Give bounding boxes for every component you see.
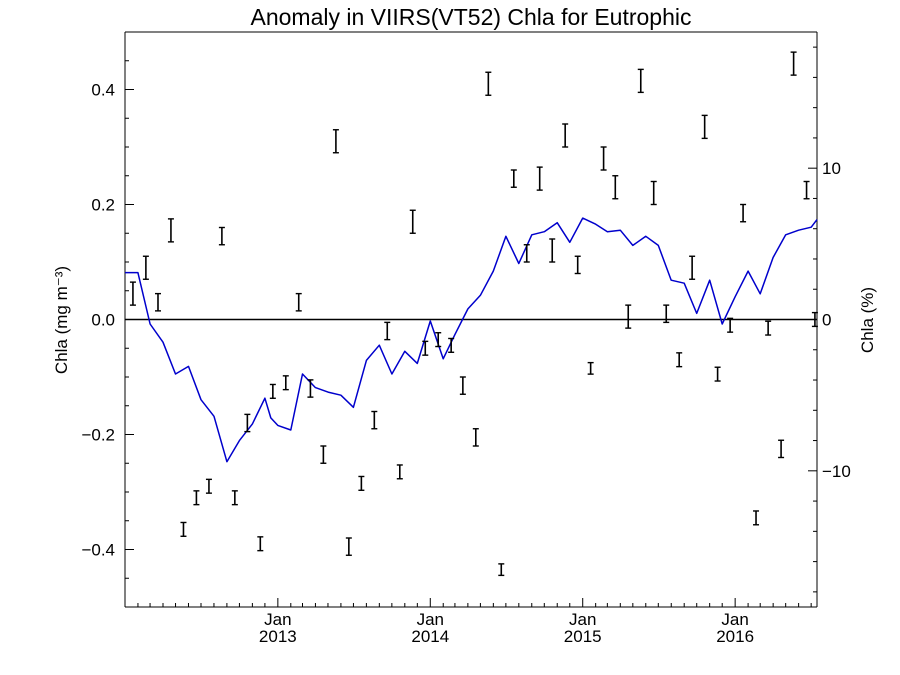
errorbar	[371, 410, 378, 430]
errorbar	[536, 166, 543, 191]
right-y-axis: −10 0 10	[808, 46, 851, 593]
errorbar	[803, 180, 810, 200]
x-tick-year-label: 2015	[564, 627, 602, 646]
errorbar	[269, 383, 276, 399]
errorbar	[753, 510, 760, 526]
errorbar	[142, 255, 149, 280]
errorbar	[650, 180, 657, 206]
errorbar	[637, 68, 644, 94]
x-tick-month-label: Jan	[721, 610, 748, 629]
errorbar	[574, 255, 581, 275]
right-y-tick-label: 10	[822, 159, 841, 178]
errorbar	[676, 352, 683, 368]
errorbar	[587, 361, 594, 375]
errorbar	[778, 439, 785, 459]
errorbar	[205, 478, 212, 494]
errorbar	[345, 537, 352, 556]
errorbar	[167, 218, 174, 243]
left-y-tick-label: 0.2	[91, 196, 115, 215]
errorbar	[129, 281, 136, 306]
errorbar	[231, 490, 238, 506]
errorbar	[244, 413, 251, 433]
x-tick-year-label: 2016	[716, 627, 754, 646]
x-tick-month-label: Jan	[569, 610, 596, 629]
chart-title: Anomaly in VIIRS(VT52) Chla for Eutrophi…	[250, 4, 691, 30]
errorbar	[498, 563, 505, 577]
left-y-tick-label: −0.4	[81, 541, 115, 560]
x-tick-month-label: Jan	[264, 610, 291, 629]
errorbar	[562, 123, 569, 148]
errorbar	[257, 536, 264, 552]
errorbar	[472, 428, 479, 447]
errorbar	[701, 114, 708, 140]
errorbar	[358, 475, 365, 491]
errorbar	[396, 464, 403, 480]
errorbar	[193, 490, 200, 506]
x-tick-year-label: 2014	[411, 627, 449, 646]
errorbar	[790, 51, 797, 76]
errorbar	[523, 244, 530, 263]
x-tick-month-label: Jan	[417, 610, 444, 629]
left-y-axis: −0.4 −0.2 0.0 0.2 0.4	[81, 31, 134, 608]
errorbar	[435, 332, 442, 348]
errorbar	[625, 304, 632, 329]
errorbar	[422, 340, 429, 356]
errorbar	[154, 292, 161, 312]
errorbar	[282, 375, 289, 391]
line-series	[125, 217, 818, 463]
anomaly-line	[125, 217, 818, 463]
errorbar	[459, 376, 466, 395]
errorbar	[549, 238, 556, 263]
errorbar	[740, 203, 747, 223]
errorbar	[510, 169, 517, 188]
errorbar	[448, 337, 455, 353]
errorbar	[714, 366, 721, 382]
errorbar	[409, 209, 416, 234]
errorbar	[612, 175, 619, 200]
y-axis-left-label: Chla (mg m⁻³)	[52, 266, 71, 374]
errorbar	[485, 71, 492, 96]
y-axis-right-label: Chla (%)	[858, 287, 877, 353]
errorbar	[180, 521, 187, 537]
errorbar	[689, 255, 696, 280]
errorbar	[384, 321, 391, 341]
left-y-tick-label: 0.4	[91, 81, 115, 100]
errorbar	[663, 304, 670, 324]
errorbar	[600, 146, 607, 171]
errorbar	[320, 445, 327, 464]
errorbar	[332, 129, 339, 154]
errorbar	[295, 292, 302, 312]
errorbar	[727, 317, 734, 333]
x-tick-year-label: 2013	[259, 627, 297, 646]
right-y-tick-label: 0	[822, 311, 831, 330]
left-y-tick-label: −0.2	[81, 426, 115, 445]
errorbar	[218, 226, 225, 246]
errorbar-series	[129, 51, 818, 577]
errorbar	[765, 320, 772, 336]
errorbar	[307, 379, 314, 398]
left-y-tick-label: 0.0	[91, 311, 115, 330]
right-y-tick-label: −10	[822, 462, 851, 481]
errorbar	[811, 311, 818, 328]
